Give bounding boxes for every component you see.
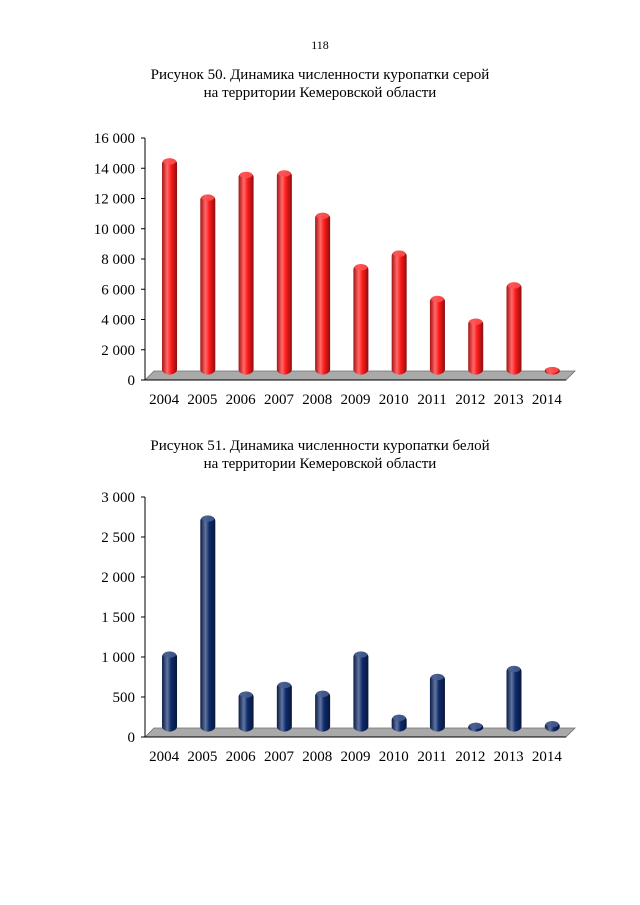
- bar-2010: [391, 714, 407, 732]
- bar-2005: [200, 194, 216, 375]
- bar-2008: [315, 212, 331, 375]
- x-tick-label: 2005: [187, 749, 217, 765]
- y-tick-label: 0: [128, 730, 136, 746]
- figure-51-caption-line-2: на территории Кемеровской области: [203, 456, 437, 472]
- x-tick-label: 2011: [417, 749, 446, 765]
- x-tick-label: 2011: [417, 392, 446, 408]
- x-tick-label: 2007: [264, 749, 295, 765]
- x-tick-label: 2010: [379, 749, 409, 765]
- y-tick-label: 16 000: [94, 131, 135, 147]
- x-tick-label: 2006: [226, 392, 257, 408]
- y-tick-label: 3 000: [101, 490, 135, 506]
- x-tick-label: 2009: [341, 392, 371, 408]
- bar-2010: [391, 250, 407, 375]
- bar-2006: [238, 691, 254, 732]
- y-tick-label: 500: [113, 690, 136, 706]
- bar-2008: [315, 690, 331, 732]
- x-tick-label: 2004: [149, 749, 180, 765]
- bar-2009: [353, 651, 369, 732]
- figure-50-caption-line-1: Рисунок 50. Динамика численности куропат…: [150, 67, 490, 83]
- bar-2006: [238, 171, 254, 375]
- bar-2005: [200, 515, 216, 732]
- y-tick-label: 6 000: [101, 282, 135, 298]
- y-tick-label: 8 000: [101, 252, 135, 268]
- x-tick-label: 2008: [302, 749, 332, 765]
- figure-50-caption-line-2: на территории Кемеровской области: [203, 85, 437, 101]
- willow-ptarmigan-bar-chart: 0 500 1 000 1 500 2 000 2 500 3 000 2004 2005 200…: [101, 490, 576, 765]
- bar-2014: [544, 366, 560, 375]
- bar-2012: [468, 318, 484, 375]
- bar-2004: [162, 158, 178, 375]
- bar-2011: [429, 295, 445, 375]
- bar-2011: [429, 673, 445, 732]
- y-tick-label: 1 500: [101, 610, 135, 626]
- x-tick-label: 2013: [494, 749, 524, 765]
- figure-51-caption: Рисунок 51. Динамика численности куропат…: [0, 437, 640, 473]
- x-tick-label: 2014: [532, 392, 563, 408]
- x-tick-label: 2014: [532, 749, 563, 765]
- x-tick-label: 2008: [302, 392, 332, 408]
- y-tick-label: 4 000: [101, 313, 135, 329]
- y-tick-label: 10 000: [94, 222, 135, 238]
- page-number: 118: [311, 38, 329, 52]
- y-tick-label: 1 000: [101, 650, 135, 666]
- bar-2012: [468, 722, 484, 732]
- y-tick-label: 2 500: [101, 530, 135, 546]
- bar-2007: [276, 681, 292, 732]
- y-tick-label: 14 000: [94, 161, 135, 177]
- y-tick-label: 2 000: [101, 343, 135, 359]
- y-tick-label: 2 000: [101, 570, 135, 586]
- y-tick-label: 0: [128, 373, 136, 389]
- bar-2009: [353, 263, 369, 375]
- x-tick-label: 2013: [494, 392, 524, 408]
- bar-2013: [506, 665, 522, 732]
- x-tick-label: 2004: [149, 392, 180, 408]
- x-tick-label: 2005: [187, 392, 217, 408]
- x-tick-label: 2012: [455, 749, 485, 765]
- x-tick-label: 2007: [264, 392, 295, 408]
- grey-partridge-bar-chart: 0 2 000 4 000 6 000 8 000 10 000 12 000 14 000 1…: [94, 131, 576, 408]
- bar-2014: [544, 721, 560, 732]
- x-tick-label: 2012: [455, 392, 485, 408]
- bar-2013: [506, 282, 522, 375]
- bar-2007: [276, 170, 292, 375]
- x-tick-label: 2009: [341, 749, 371, 765]
- figure-51-caption-line-1: Рисунок 51. Динамика численности куропат…: [150, 438, 490, 454]
- figure-50-caption: Рисунок 50. Динамика численности куропат…: [0, 66, 640, 102]
- bar-2004: [162, 651, 178, 732]
- x-tick-label: 2006: [226, 749, 257, 765]
- x-tick-label: 2010: [379, 392, 409, 408]
- y-tick-label: 12 000: [94, 192, 135, 208]
